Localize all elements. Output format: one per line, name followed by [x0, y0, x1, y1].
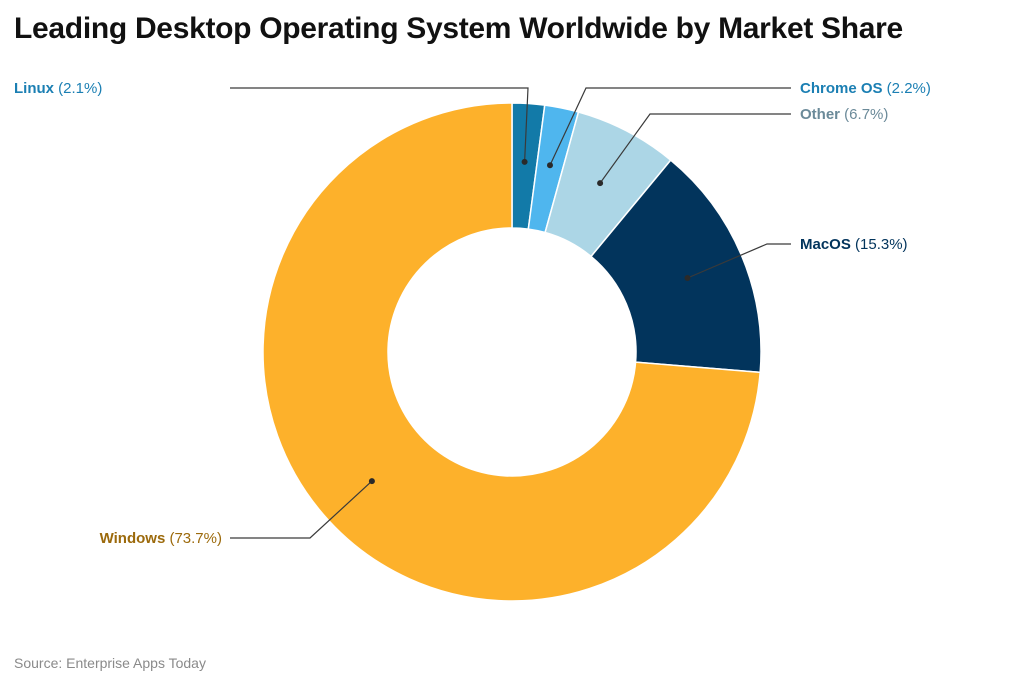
source-note: Source: Enterprise Apps Today	[14, 655, 206, 671]
slice-macos	[589, 159, 762, 374]
chart-title: Leading Desktop Operating System Worldwi…	[14, 12, 903, 45]
label-name-windows: Windows	[100, 530, 166, 547]
label-name-macos: MacOS	[800, 236, 851, 253]
label-value-other: (6.7%)	[840, 106, 888, 123]
leader-line-chrome-os	[549, 87, 791, 166]
label-value-windows: (73.7%)	[165, 530, 222, 547]
leader-line-macos	[687, 243, 791, 279]
label-windows: Windows (73.7%)	[100, 530, 222, 547]
label-name-chrome-os: Chrome OS	[800, 80, 883, 97]
leader-dot-chrome-os	[547, 162, 553, 169]
leader-line-linux	[230, 87, 529, 162]
leader-line-other	[599, 113, 791, 184]
labels-group: Linux (2.1%) Chrome OS (2.2%) Other (6.7%)…	[14, 80, 931, 547]
label-value-linux: (2.1%)	[54, 80, 102, 97]
leader-line-windows	[230, 480, 373, 539]
label-name-linux: Linux	[14, 80, 55, 97]
label-other: Other (6.7%)	[800, 106, 888, 123]
leader-lines-group	[230, 87, 791, 539]
leader-dot-windows	[368, 478, 375, 485]
leader-dot-macos	[684, 275, 691, 281]
slices-group	[262, 102, 762, 602]
leader-dot-other	[597, 180, 604, 187]
label-macos: MacOS (15.3%)	[800, 236, 908, 253]
label-chrome-os: Chrome OS (2.2%)	[800, 80, 931, 97]
label-name-other: Other	[800, 106, 840, 123]
slice-windows	[262, 102, 761, 602]
label-linux: Linux (2.1%)	[14, 80, 102, 97]
label-value-chrome-os: (2.2%)	[883, 80, 931, 97]
label-value-macos: (15.3%)	[851, 236, 908, 253]
leader-dot-linux	[521, 158, 528, 165]
